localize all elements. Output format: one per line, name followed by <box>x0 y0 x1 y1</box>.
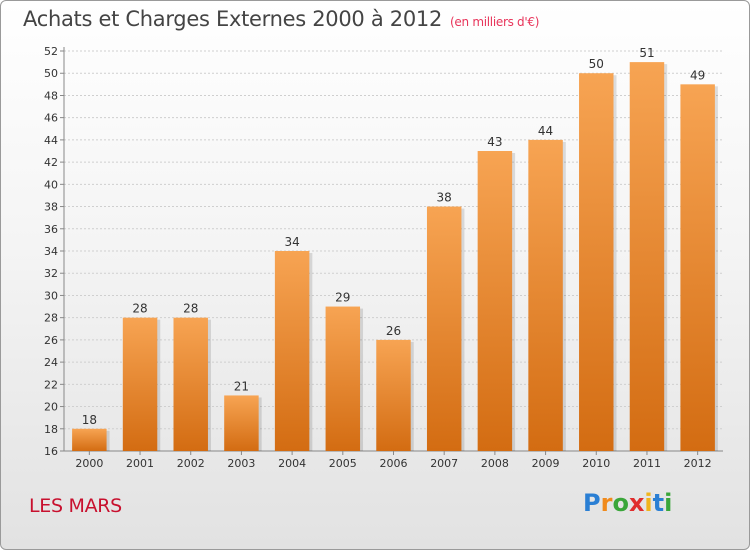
chart-title: Achats et Charges Externes 2000 à 2012 (e… <box>23 7 539 31</box>
proxiti-logo: Proxiti <box>583 489 672 517</box>
bar-2003 <box>224 395 259 451</box>
data-label: 18 <box>82 413 97 427</box>
bar-2012 <box>680 84 715 451</box>
bar-2008 <box>477 151 513 451</box>
y-tick-label: 26 <box>44 334 58 347</box>
data-label: 49 <box>690 68 705 82</box>
x-tick-label: 2007 <box>430 457 458 470</box>
y-tick-label: 46 <box>44 112 58 125</box>
data-label: 34 <box>284 235 299 249</box>
bar-2010 <box>579 73 614 451</box>
x-tick-label: 2011 <box>633 457 661 470</box>
x-tick-label: 2002 <box>177 457 205 470</box>
y-tick-label: 24 <box>44 356 58 369</box>
y-tick-label: 34 <box>44 245 58 258</box>
x-tick-label: 2004 <box>278 457 306 470</box>
data-label: 38 <box>437 191 452 205</box>
bar-2007 <box>426 206 462 451</box>
y-tick-label: 22 <box>44 378 58 391</box>
data-label: 28 <box>183 302 198 316</box>
y-tick-label: 48 <box>44 89 58 102</box>
logo-letter: x <box>628 489 645 517</box>
y-tick-label: 32 <box>44 267 58 280</box>
bar-2005 <box>325 306 361 451</box>
x-tick-label: 2012 <box>684 457 712 470</box>
x-tick-label: 2006 <box>380 457 408 470</box>
y-tick-label: 18 <box>44 423 58 436</box>
bar-2009 <box>528 139 563 451</box>
x-tick-label: 2010 <box>582 457 610 470</box>
data-label: 21 <box>234 379 249 393</box>
y-tick-label: 40 <box>44 178 58 191</box>
logo-letter: r <box>600 489 613 517</box>
y-tick-label: 50 <box>44 67 58 80</box>
x-tick-label: 2000 <box>75 457 103 470</box>
x-tick-label: 2001 <box>126 457 154 470</box>
x-tick-label: 2009 <box>532 457 560 470</box>
data-label: 43 <box>487 135 502 149</box>
bar-2011 <box>629 62 665 451</box>
logo-letter: i <box>664 489 673 517</box>
data-label: 26 <box>386 324 401 338</box>
logo-letter: i <box>644 489 653 517</box>
title-text: Achats et Charges Externes 2000 à 2012 <box>23 7 443 31</box>
logo-letter: o <box>612 489 629 517</box>
y-tick-label: 42 <box>44 156 58 169</box>
data-label: 44 <box>538 124 553 138</box>
chart-subtitle: (en milliers d'€) <box>450 15 540 29</box>
data-label: 51 <box>639 46 654 60</box>
y-tick-label: 20 <box>44 401 58 414</box>
data-label: 50 <box>589 57 604 71</box>
logo-letter: t <box>652 489 665 517</box>
x-tick-label: 2008 <box>481 457 509 470</box>
bar-2002 <box>173 317 208 451</box>
axes: 16 18 20 22 24 26 28 30 32 34 36 38 40 42 44 46 48 50 52 20… <box>44 45 723 470</box>
bar-2004 <box>274 251 310 451</box>
data-label: 29 <box>335 291 350 305</box>
y-tick-label: 16 <box>44 445 58 458</box>
bar-2000 <box>72 428 107 451</box>
y-tick-label: 36 <box>44 223 58 236</box>
y-tick-label: 38 <box>44 201 58 214</box>
data-label: 28 <box>132 302 147 316</box>
bar-2006 <box>376 339 411 451</box>
logo-letter: P <box>583 489 601 517</box>
y-tick-label: 28 <box>44 312 58 325</box>
data-labels: 18 28 28 21 34 29 26 38 43 44 50 51 49 <box>82 46 706 427</box>
y-tick-label: 44 <box>44 134 58 147</box>
commune-name: LES MARS <box>29 495 122 517</box>
x-tick-label: 2005 <box>329 457 357 470</box>
x-tick-label: 2003 <box>227 457 255 470</box>
bars <box>72 62 718 451</box>
y-tick-label: 52 <box>44 45 58 58</box>
bar-2001 <box>122 317 158 451</box>
y-tick-label: 30 <box>44 289 58 302</box>
